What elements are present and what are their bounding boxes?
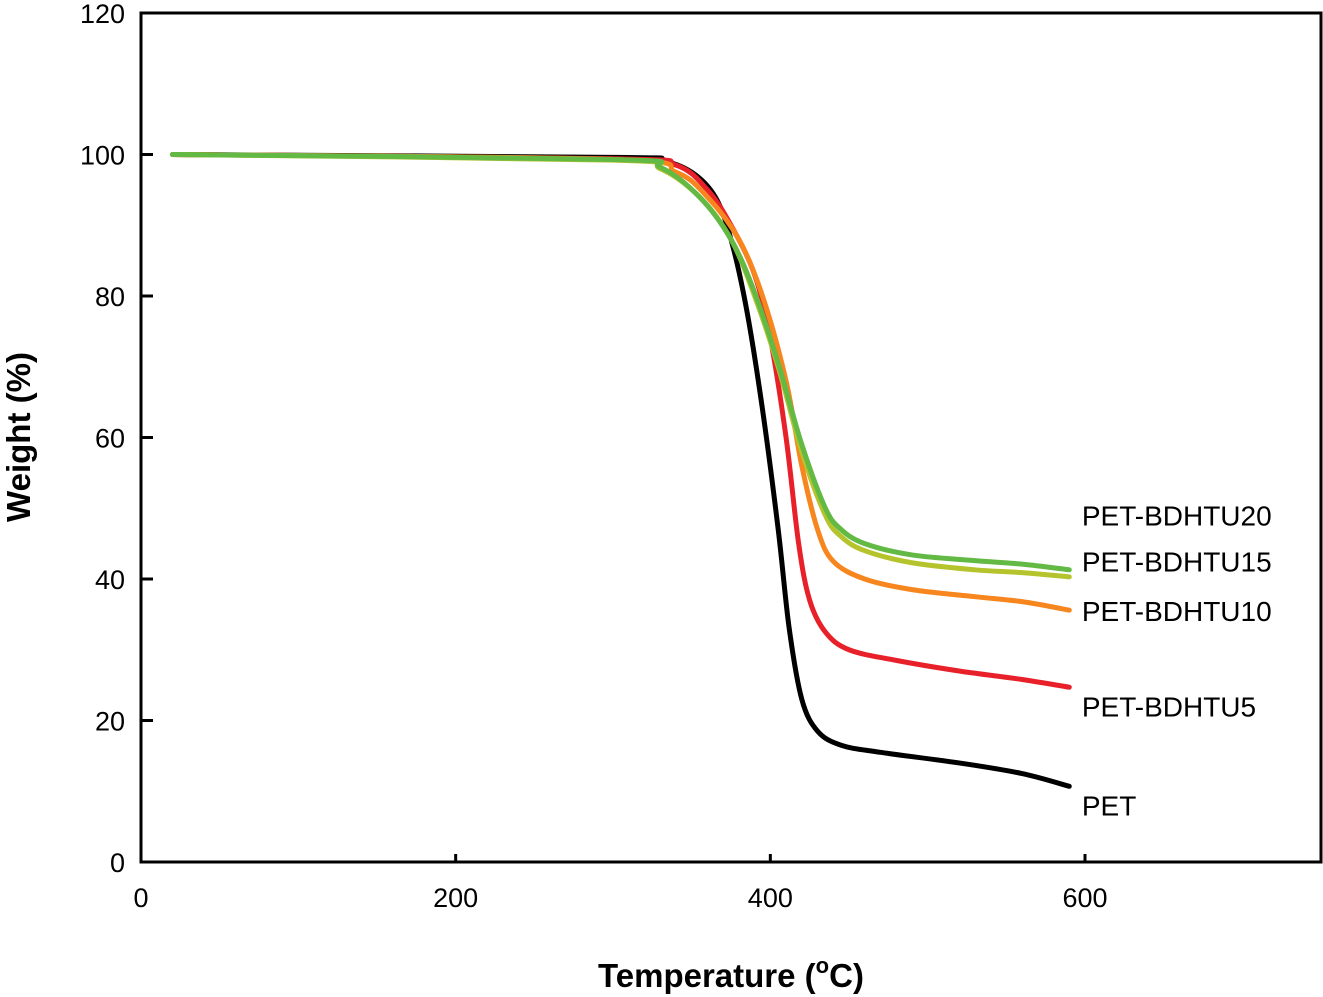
y-tick-label: 40 xyxy=(95,565,125,595)
series-label-pet-bdhtu15: PET-BDHTU15 xyxy=(1082,546,1272,577)
plot-frame xyxy=(139,11,1323,864)
series-line-pet xyxy=(169,152,1072,789)
x-axis-title: Temperature (oC) xyxy=(598,953,864,994)
y-tick-label: 80 xyxy=(95,282,125,312)
x-tick-label: 200 xyxy=(433,883,478,913)
series-label-pet: PET xyxy=(1082,790,1136,821)
y-tick-label: 100 xyxy=(80,141,125,171)
series-line-pet-bdhtu15 xyxy=(169,152,1072,580)
y-tick-label: 120 xyxy=(80,0,125,29)
y-axis-title: Weight (%) xyxy=(0,352,37,522)
series-label-pet-bdhtu20: PET-BDHTU20 xyxy=(1082,500,1272,531)
y-tick-label: 20 xyxy=(95,707,125,737)
series-label-pet-bdhtu10: PET-BDHTU10 xyxy=(1082,596,1272,627)
series-line-pet-bdhtu20 xyxy=(169,152,1072,573)
ticks-layer: 0 200 400 600 0 20 40 60 80 100 120 xyxy=(80,0,1108,913)
x-tick-label: 0 xyxy=(133,883,148,913)
series-layer xyxy=(169,152,1072,789)
series-label-pet-bdhtu5: PET-BDHTU5 xyxy=(1082,691,1256,722)
x-tick-label: 600 xyxy=(1062,883,1107,913)
x-axis-title-superscript: o xyxy=(816,953,829,978)
y-tick-label: 60 xyxy=(95,424,125,454)
y-tick-label: 0 xyxy=(110,848,125,878)
series-labels: PET PET-BDHTU5 PET-BDHTU10 PET-BDHTU15 PET-B… xyxy=(1082,500,1272,821)
series-line-pet-bdhtu10 xyxy=(169,152,1072,613)
series-line-pet-bdhtu5 xyxy=(169,152,1072,690)
x-tick-label: 400 xyxy=(748,883,793,913)
